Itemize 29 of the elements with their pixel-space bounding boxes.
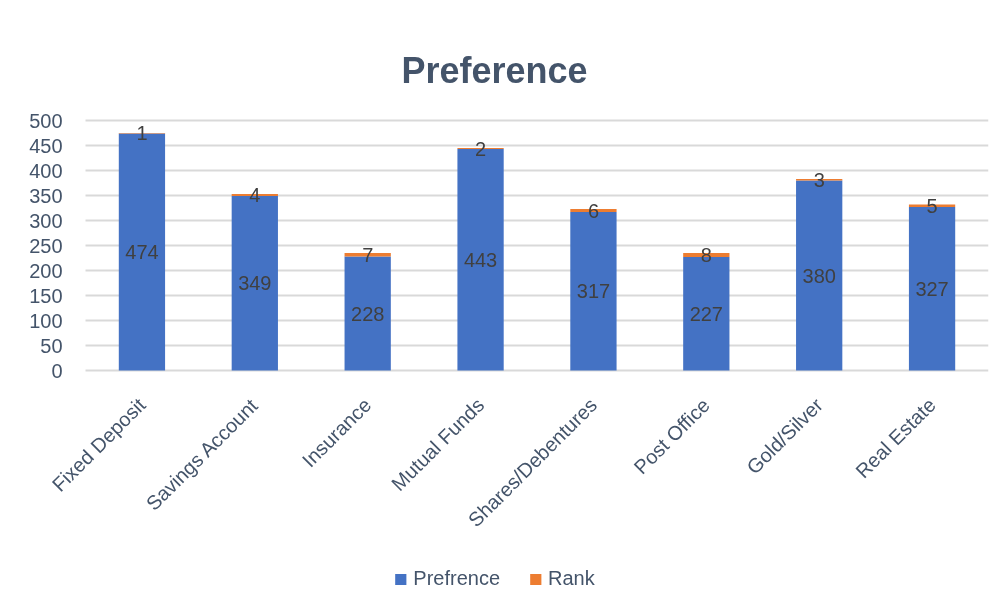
y-tick-label: 500	[29, 109, 63, 132]
y-tick-label: 450	[29, 134, 63, 157]
data-label: 349	[238, 272, 272, 295]
data-label: 443	[463, 248, 498, 271]
data-label: 6	[587, 199, 599, 222]
chart-title: Preference	[401, 49, 588, 91]
y-tick-label: 100	[29, 309, 63, 332]
data-label: 227	[689, 302, 723, 325]
data-label: 380	[802, 264, 836, 287]
y-tick-label: 300	[29, 209, 63, 232]
y-tick-label: 50	[40, 334, 63, 357]
data-label: 8	[700, 244, 712, 266]
data-label: 7	[362, 243, 374, 266]
data-label: 2	[475, 137, 487, 160]
data-label: 4	[249, 184, 261, 206]
data-label: 474	[125, 241, 159, 263]
y-tick-label: 250	[29, 234, 63, 257]
data-label: 327	[915, 277, 949, 300]
y-tick-label: 350	[29, 184, 63, 207]
legend-label: Rank	[548, 567, 595, 590]
y-tick-label: 0	[51, 359, 63, 382]
y-tick-label: 150	[29, 284, 63, 307]
data-label: 317	[576, 280, 611, 303]
data-label: 5	[926, 194, 938, 217]
y-tick-label: 200	[29, 259, 63, 282]
data-label: 3	[813, 168, 825, 191]
data-label: 228	[351, 302, 385, 325]
legend-label: Prefrence	[413, 567, 501, 590]
y-tick-label: 400	[29, 159, 63, 182]
